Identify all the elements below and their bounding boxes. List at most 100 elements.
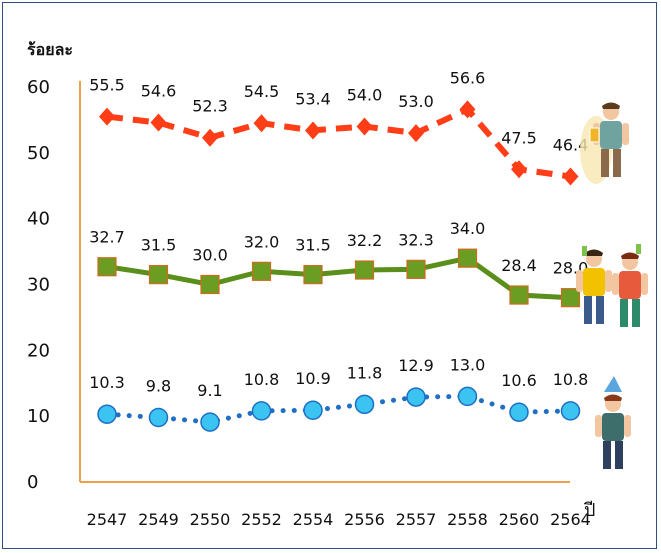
y-tick-label: 0 <box>27 472 38 493</box>
data-label: 30.0 <box>192 246 228 265</box>
x-tick-label: 2554 <box>293 510 334 529</box>
person-hair <box>621 252 639 259</box>
data-point-marker <box>251 401 272 421</box>
data-point-marker <box>356 117 373 136</box>
data-point-marker <box>354 260 375 280</box>
person-arm <box>605 270 612 292</box>
data-point-marker <box>562 167 579 186</box>
y-tick-label: 60 <box>27 77 50 98</box>
data-label: 32.7 <box>89 228 125 247</box>
data-point-marker <box>303 265 323 285</box>
person-leg <box>601 149 609 177</box>
x-tick-label: 2560 <box>499 510 540 529</box>
data-label: 34.0 <box>450 219 486 238</box>
data-label: 53.0 <box>398 92 434 111</box>
data-point-marker <box>303 400 323 420</box>
data-label: 11.8 <box>347 363 383 382</box>
y-tick-label: 40 <box>27 209 50 230</box>
data-point-marker <box>97 404 117 424</box>
person-leg <box>632 299 640 327</box>
person-torso <box>602 413 624 441</box>
data-point-marker <box>408 124 424 143</box>
person-torso <box>583 268 605 296</box>
person-arm <box>622 123 629 145</box>
data-label: 10.6 <box>501 371 537 390</box>
data-label: 13.0 <box>450 355 486 374</box>
x-tick-label: 2556 <box>344 510 385 529</box>
data-label: 55.5 <box>89 76 125 95</box>
data-label: 32.2 <box>347 231 383 250</box>
x-tick-label: 2557 <box>396 510 437 529</box>
data-label: 12.9 <box>398 356 434 375</box>
woman-partying-icon <box>595 376 631 469</box>
data-label: 10.3 <box>89 373 125 392</box>
series-line <box>106 255 571 301</box>
data-point-marker <box>305 121 321 140</box>
data-label: 47.5 <box>501 128 537 147</box>
data-label: 54.5 <box>244 82 280 101</box>
data-label: 52.3 <box>192 97 228 116</box>
data-point-marker <box>560 401 581 421</box>
data-label: 10.9 <box>295 369 331 388</box>
data-label: 32.3 <box>398 230 434 249</box>
data-point-marker <box>457 248 478 268</box>
person-torso <box>619 271 641 299</box>
data-point-marker <box>251 261 272 281</box>
person-leg <box>596 296 604 324</box>
person-leg <box>620 299 628 327</box>
person-torso <box>600 121 622 149</box>
data-label: 54.6 <box>141 82 177 101</box>
data-point-marker <box>97 257 117 277</box>
person-leg <box>584 296 592 324</box>
person-arm <box>612 273 619 295</box>
x-tick-label: 2547 <box>87 510 128 529</box>
data-point-marker <box>459 100 476 119</box>
person-hair <box>602 102 620 109</box>
y-tick-label: 50 <box>27 143 50 164</box>
data-point-marker <box>200 412 220 432</box>
x-tick-label: 2558 <box>447 510 488 529</box>
data-point-marker <box>148 265 169 285</box>
person-arm <box>595 415 602 437</box>
data-point-marker <box>354 394 375 415</box>
data-label: 28.4 <box>501 256 537 275</box>
beer-glass <box>589 127 600 143</box>
data-point-marker <box>511 160 527 179</box>
data-label: 10.8 <box>244 370 280 389</box>
data-point-marker <box>202 128 218 147</box>
person-leg <box>613 149 621 177</box>
data-point-marker <box>148 407 169 428</box>
data-point-marker <box>406 259 426 279</box>
series-line <box>104 393 573 425</box>
data-point-marker <box>560 288 581 308</box>
data-label: 31.5 <box>295 236 331 255</box>
bottle <box>636 244 641 254</box>
data-point-marker <box>457 386 478 407</box>
series-line <box>106 105 571 180</box>
x-tick-label: 2550 <box>190 510 231 529</box>
man-drinking-icon <box>580 102 629 184</box>
y-tick-label: 30 <box>27 275 50 296</box>
person-leg <box>603 441 611 469</box>
person-arm <box>576 270 583 292</box>
data-label: 53.4 <box>295 89 331 108</box>
person-arm <box>624 415 631 437</box>
data-label: 9.1 <box>197 381 222 400</box>
x-axis-label: ปี <box>584 500 596 521</box>
x-tick-label: 2549 <box>138 510 179 529</box>
y-axis-label: ร้อยละ <box>27 40 73 59</box>
y-tick-label: 10 <box>27 406 50 427</box>
person-leg <box>615 441 623 469</box>
party-hat <box>604 376 622 392</box>
data-point-marker <box>406 387 426 407</box>
person-arm <box>641 273 648 295</box>
data-point-marker <box>253 114 270 133</box>
person-hair <box>585 249 603 256</box>
data-point-marker <box>150 113 167 132</box>
data-point-marker <box>99 107 115 126</box>
couple-dancing-icon <box>576 244 648 327</box>
data-label: 54.0 <box>347 86 383 105</box>
x-tick-label: 2552 <box>241 510 282 529</box>
data-point-marker <box>509 402 529 422</box>
